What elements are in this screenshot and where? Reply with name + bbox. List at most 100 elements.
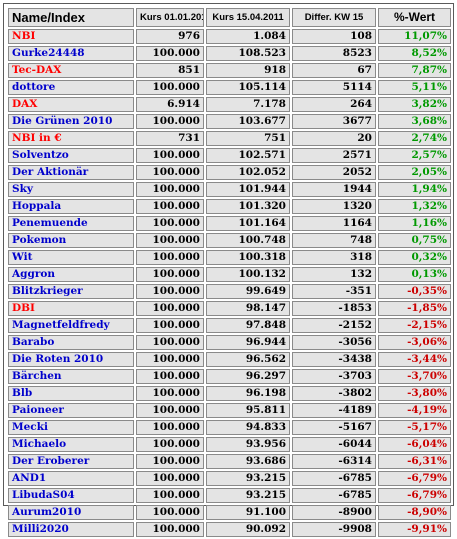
row-kurs-start: 100.000: [136, 301, 204, 316]
row-name: LibudaS04: [8, 488, 134, 503]
table-row: Die Roten 2010 100.000 96.562 -3438 -3,44%: [8, 352, 451, 367]
row-name: Der Eroberer: [8, 454, 134, 469]
row-diff: -6044: [292, 437, 376, 452]
row-name: AND1: [8, 471, 134, 486]
row-name: Bärchen: [8, 369, 134, 384]
row-kurs-end: 101.944: [206, 182, 290, 197]
row-kurs-end: 96.297: [206, 369, 290, 384]
row-diff: 132: [292, 267, 376, 282]
row-kurs-end: 918: [206, 63, 290, 78]
table-row: Pokemon 100.000 100.748 748 0,75%: [8, 233, 451, 248]
row-pct: 5,11%: [378, 80, 451, 95]
row-diff: 3677: [292, 114, 376, 129]
row-pct: -6,79%: [378, 471, 451, 486]
row-kurs-end: 93.956: [206, 437, 290, 452]
row-pct: -3,80%: [378, 386, 451, 401]
row-kurs-start: 100.000: [136, 46, 204, 61]
row-kurs-start: 100.000: [136, 437, 204, 452]
row-name: Milli2020: [8, 522, 134, 537]
row-kurs-start: 731: [136, 131, 204, 146]
row-kurs-start: 100.000: [136, 165, 204, 180]
row-name: Gurke24448: [8, 46, 134, 61]
row-diff: 2571: [292, 148, 376, 163]
table-row: Wit 100.000 100.318 318 0,32%: [8, 250, 451, 265]
row-diff: -3802: [292, 386, 376, 401]
table-row: Der Eroberer 100.000 93.686 -6314 -6,31%: [8, 454, 451, 469]
row-pct: 11,07%: [378, 29, 451, 44]
ranking-table-frame: Name/Index Kurs 01.01.2011 Kurs 15.04.20…: [3, 3, 454, 537]
row-diff: 318: [292, 250, 376, 265]
row-pct: -3,06%: [378, 335, 451, 350]
row-pct: 1,94%: [378, 182, 451, 197]
row-pct: 0,13%: [378, 267, 451, 282]
table-row: Milli2020 100.000 90.092 -9908 -9,91%: [8, 522, 451, 537]
table-row: Gurke24448 100.000 108.523 8523 8,52%: [8, 46, 451, 61]
table-row: DBI 100.000 98.147 -1853 -1,85%: [8, 301, 451, 316]
row-diff: 108: [292, 29, 376, 44]
row-name: NBI: [8, 29, 134, 44]
row-kurs-start: 100.000: [136, 522, 204, 537]
row-pct: -6,79%: [378, 488, 451, 503]
row-kurs-start: 100.000: [136, 403, 204, 418]
row-name: Paioneer: [8, 403, 134, 418]
row-diff: 20: [292, 131, 376, 146]
row-kurs-end: 96.944: [206, 335, 290, 350]
row-kurs-end: 94.833: [206, 420, 290, 435]
header-pct: %-Wert: [378, 8, 451, 27]
table-row: dottore 100.000 105.114 5114 5,11%: [8, 80, 451, 95]
row-pct: 8,52%: [378, 46, 451, 61]
row-pct: 3,82%: [378, 97, 451, 112]
table-row: Mecki 100.000 94.833 -5167 -5,17%: [8, 420, 451, 435]
row-kurs-end: 102.052: [206, 165, 290, 180]
table-row: LibudaS04 100.000 93.215 -6785 -6,79%: [8, 488, 451, 503]
row-kurs-start: 100.000: [136, 471, 204, 486]
row-pct: -3,70%: [378, 369, 451, 384]
row-pct: -2,15%: [378, 318, 451, 333]
row-diff: -6314: [292, 454, 376, 469]
row-kurs-start: 100.000: [136, 148, 204, 163]
row-kurs-start: 851: [136, 63, 204, 78]
row-name: Wit: [8, 250, 134, 265]
row-pct: 7,87%: [378, 63, 451, 78]
row-diff: 1164: [292, 216, 376, 231]
row-pct: 2,05%: [378, 165, 451, 180]
table-row: Penemuende 100.000 101.164 1164 1,16%: [8, 216, 451, 231]
row-kurs-start: 100.000: [136, 233, 204, 248]
table-row: AND1 100.000 93.215 -6785 -6,79%: [8, 471, 451, 486]
row-name: Sky: [8, 182, 134, 197]
row-name: Blitzkrieger: [8, 284, 134, 299]
row-name: Blb: [8, 386, 134, 401]
row-kurs-start: 100.000: [136, 80, 204, 95]
table-row: Michaelo 100.000 93.956 -6044 -6,04%: [8, 437, 451, 452]
row-kurs-start: 100.000: [136, 267, 204, 282]
row-pct: 2,57%: [378, 148, 451, 163]
table-row: Blb 100.000 96.198 -3802 -3,80%: [8, 386, 451, 401]
table-row: Die Grünen 2010 100.000 103.677 3677 3,68%: [8, 114, 451, 129]
row-diff: -1853: [292, 301, 376, 316]
table-row: Bärchen 100.000 96.297 -3703 -3,70%: [8, 369, 451, 384]
row-name: Hoppala: [8, 199, 134, 214]
row-kurs-end: 7.178: [206, 97, 290, 112]
table-row: DAX 6.914 7.178 264 3,82%: [8, 97, 451, 112]
row-kurs-end: 93.686: [206, 454, 290, 469]
row-pct: 0,75%: [378, 233, 451, 248]
row-name: DBI: [8, 301, 134, 316]
row-pct: -4,19%: [378, 403, 451, 418]
row-kurs-start: 100.000: [136, 335, 204, 350]
row-pct: -1,85%: [378, 301, 451, 316]
header-row: Name/Index Kurs 01.01.2011 Kurs 15.04.20…: [8, 8, 451, 27]
row-pct: 3,68%: [378, 114, 451, 129]
row-pct: 1,32%: [378, 199, 451, 214]
table-row: Blitzkrieger 100.000 99.649 -351 -0,35%: [8, 284, 451, 299]
table-row: NBI in €731 751 20 2,74%: [8, 131, 451, 146]
row-kurs-start: 100.000: [136, 369, 204, 384]
row-name: Tec-DAX: [8, 63, 134, 78]
row-pct: -0,35%: [378, 284, 451, 299]
row-kurs-end: 96.198: [206, 386, 290, 401]
table-row: Solventzo 100.000 102.571 2571 2,57%: [8, 148, 451, 163]
row-pct: -8,90%: [378, 505, 451, 520]
header-kurs-end: Kurs 15.04.2011: [206, 8, 290, 27]
row-kurs-end: 1.084: [206, 29, 290, 44]
row-kurs-end: 97.848: [206, 318, 290, 333]
row-name: Michaelo: [8, 437, 134, 452]
